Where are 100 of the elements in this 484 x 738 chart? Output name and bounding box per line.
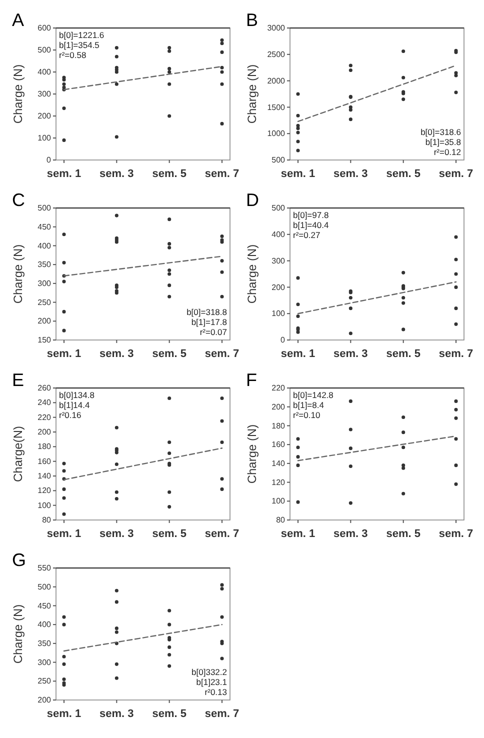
y-tick-label: 2000 [267,76,286,86]
x-tick-label: sem. 5 [152,708,186,720]
chart-title: G [12,550,26,570]
y-tick-label: 1000 [267,129,286,138]
annotation: b[0]=142.8 [293,390,334,400]
x-tick-label: sem. 1 [280,168,316,180]
chart-title: E [12,370,24,390]
y-tick-label: 450 [38,222,52,232]
annotation: r²=0.07 [200,327,228,337]
annotation: b[0]=318.6 [420,127,462,137]
chart-title: B [246,10,258,30]
y-tick-label: 200 [38,428,52,437]
y-tick-label: 140 [38,472,52,481]
x-tick-label: sem. 1 [46,708,82,720]
x-tick-label: sem. 3 [100,528,134,540]
annotation: b[1]=8.4 [293,400,324,410]
x-tick-label: sem. 5 [152,348,186,360]
annotation: b[1]=35.8 [425,137,462,147]
y-tick-label: 0 [46,156,52,165]
y-tick-label: 500 [272,156,286,165]
y-tick-label: 200 [38,112,52,121]
y-axis-title: Charge (N) [245,64,259,124]
chart-title: D [246,190,259,210]
y-tick-label: 100 [272,309,286,318]
annotation: b[0]=1221.6 [59,30,104,40]
y-tick-label: 160 [38,456,52,466]
annotation: b[1]=40.4 [293,220,329,230]
y-tick-label: 150 [38,336,52,345]
annotation: r²=0.58 [59,50,86,60]
y-tick-label: 200 [272,402,286,412]
y-tick-label: 120 [272,478,286,487]
chart-title: C [12,190,25,210]
y-tick-label: 400 [272,230,286,239]
annotation: b[1]14.4 [59,400,90,410]
x-tick-label: sem. 1 [280,348,316,360]
x-tick-label: sem. 1 [46,528,82,540]
y-tick-label: 200 [38,316,52,326]
x-tick-label: sem. 7 [204,348,240,360]
y-tick-label: 100 [38,500,52,510]
y-tick-label: 550 [38,564,52,573]
y-tick-label: 500 [272,204,286,213]
y-axis-title: Charge (N) [245,424,259,484]
y-tick-label: 400 [38,620,52,630]
x-tick-label: sem. 5 [152,168,186,180]
y-tick-label: 140 [272,458,286,468]
annotation: b[1]=354.5 [59,40,100,50]
y-tick-label: 120 [38,486,52,496]
annotation: b[0]332.2 [192,667,228,677]
annotation: b[1]23.1 [196,677,228,687]
x-tick-label: sem. 3 [334,528,368,540]
x-tick-label: sem. 1 [46,168,82,180]
y-axis-title: Charge (N) [245,244,259,304]
y-tick-label: 180 [38,442,52,452]
chart-title: A [12,10,24,30]
y-axis-title: Charge (N) [11,64,25,124]
x-tick-label: sem. 3 [334,348,368,360]
y-tick-label: 2500 [267,50,286,59]
y-tick-label: 3000 [267,24,286,33]
y-tick-label: 400 [38,68,52,77]
annotation: b[0]134.8 [59,390,95,400]
annotation: r²=0.27 [293,230,320,240]
x-tick-label: sem. 5 [386,348,420,360]
x-tick-label: sem. 5 [386,168,420,180]
y-tick-label: 500 [38,582,52,592]
y-tick-label: 160 [272,440,286,450]
y-tick-label: 220 [38,412,52,422]
y-tick-label: 300 [38,90,52,99]
y-tick-label: 350 [38,260,52,270]
y-axis-title: Charge (N) [11,604,25,664]
y-tick-label: 80 [42,516,52,525]
y-tick-label: 250 [38,298,52,307]
x-tick-label: sem. 3 [100,168,134,180]
y-tick-label: 220 [272,384,286,393]
x-tick-label: sem. 1 [280,528,316,540]
x-tick-label: sem. 7 [204,528,240,540]
y-tick-label: 250 [38,676,52,686]
x-tick-label: sem. 5 [152,528,186,540]
annotation: b[0]=97.8 [293,210,329,220]
y-tick-label: 260 [38,384,52,393]
y-tick-label: 300 [272,256,286,266]
annotation: r²=0.10 [293,410,320,420]
y-tick-label: 80 [276,516,286,525]
y-tick-label: 100 [272,496,286,506]
y-tick-label: 300 [38,278,52,288]
y-tick-label: 0 [280,336,286,345]
annotation: r²=0.12 [434,147,462,157]
x-tick-label: sem. 3 [334,168,368,180]
y-tick-label: 400 [38,241,52,250]
y-axis-title: Charge (N) [11,244,25,304]
y-tick-label: 180 [272,421,286,430]
y-tick-label: 500 [38,204,52,213]
y-tick-label: 100 [38,134,52,143]
y-tick-label: 450 [38,601,52,610]
annotation: r²0.13 [204,687,228,697]
annotation: b[0]=318.8 [186,307,228,317]
x-tick-label: sem. 1 [46,348,82,360]
x-tick-label: sem. 7 [204,708,240,720]
annotation: r²0.16 [59,410,82,420]
y-tick-label: 1500 [267,102,286,112]
x-tick-label: sem. 3 [100,348,134,360]
